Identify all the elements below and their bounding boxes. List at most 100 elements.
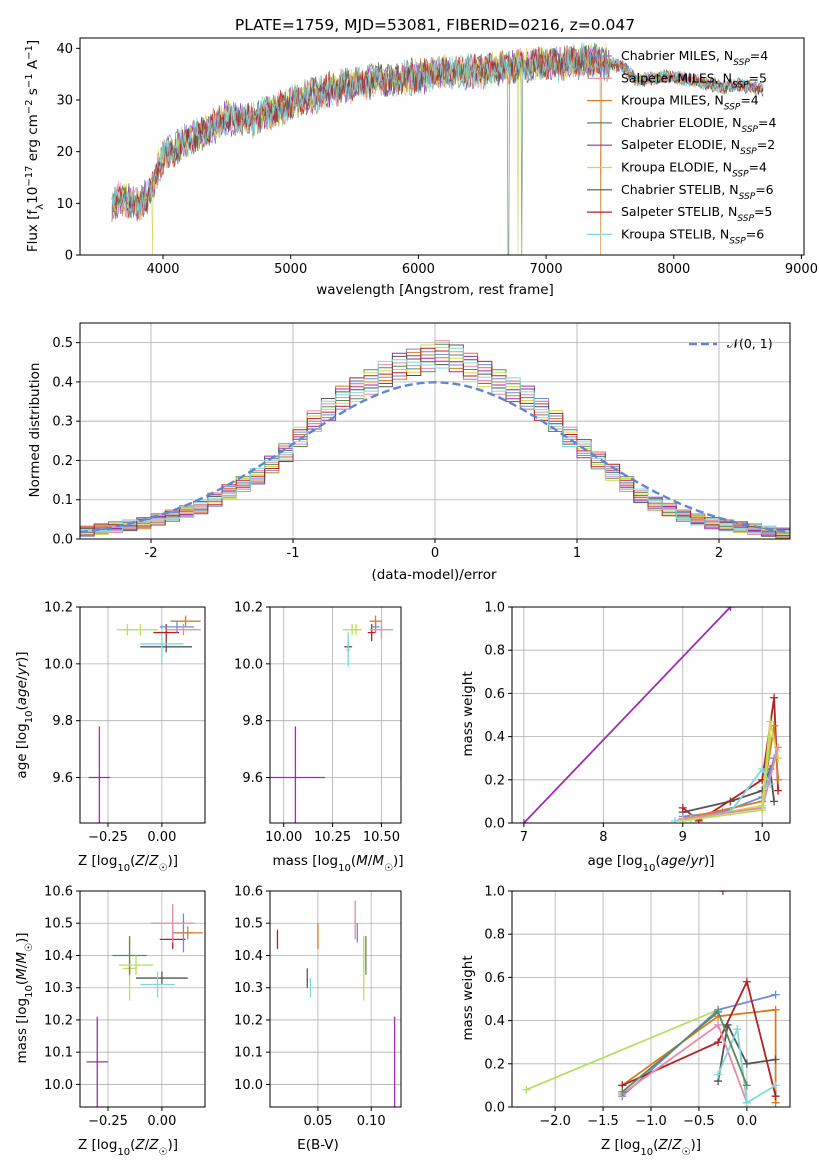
- spectrum-ytick-label-0: 0: [65, 249, 73, 264]
- residuals-ylabel: Normed distribution: [27, 363, 43, 498]
- residuals-panel: -2 -1 0 1 2 0.0 0.1 0.2 0.3 0.4 0.5 𝒩(0, 1) (data-m…: [27, 322, 791, 583]
- age-vs-mass-ytick-label-0: 9.6: [242, 771, 263, 786]
- residuals-xtick-label-3: 1: [573, 546, 581, 561]
- mass-weight-vs-Z-panel: −2.0 −1.5 −1.0 −0.5 0.0 0.0 0.2 0.4 0.6 0.8 1.0 Z …: [460, 885, 791, 1158]
- mass-weight-vs-Z-xtick-label-0: −2.0: [539, 1114, 571, 1129]
- mass-weight-vs-age-series-4-marker-3: [774, 775, 783, 784]
- age-vs-Z-ylabel: age [log10(age/yr)]: [14, 651, 35, 778]
- mass-weight-vs-age-panel: 7 8 9 10 0.0 0.2 0.4 0.6 0.8 1.0 age [log10(age/y…: [460, 601, 791, 874]
- age-vs-Z-frame: [79, 606, 206, 824]
- mass-weight-vs-Z-series-4-marker-2: [742, 977, 751, 986]
- spectrum-xtick-label-3: 7000: [530, 262, 563, 277]
- mass-vs-Z-layer: −0.25 0.00 10.0 10.1 10.2 10.3 10.4 10.5 10.6: [44, 885, 206, 1129]
- mass-weight-vs-age-layer: 7 8 9 10 0.0 0.2 0.4 0.6 0.8 1.0: [484, 601, 791, 845]
- residuals-plot-area: [80, 340, 790, 539]
- age-vs-mass-layer: 10.00 10.25 10.50 9.6 9.8 10.0 10.2: [234, 601, 402, 845]
- mass-weight-vs-Z-series-0: [526, 1008, 719, 1091]
- spectrum-ytick-label-2: 20: [56, 145, 73, 160]
- mass-vs-EBV-xtick-label-1: 0.10: [357, 1114, 386, 1129]
- spectrum-frame: [79, 37, 805, 256]
- mass-weight-vs-Z-series-7: [717, 1025, 777, 1105]
- mass-vs-Z-plot-area: [86, 903, 203, 1107]
- mass-weight-vs-Z-series-1: [721, 891, 723, 892]
- mass-weight-vs-Z-series-4-marker-1: [714, 1038, 723, 1047]
- age-vs-mass-ytick-label-3: 10.2: [234, 601, 263, 616]
- age-vs-mass-xlabel: mass [log10(M/M☉)]: [272, 853, 403, 874]
- mass-weight-vs-Z-xtick-label-2: −1.0: [635, 1114, 667, 1129]
- mass-vs-Z-frame: [79, 890, 206, 1108]
- residuals-layer: -2 -1 0 1 2 0.0 0.1 0.2 0.3 0.4 0.5 𝒩(0, 1): [52, 322, 791, 561]
- mass-weight-vs-Z-series-5: [717, 1022, 776, 1082]
- mass-weight-vs-Z-series-2-marker-2: [771, 990, 780, 999]
- mass-vs-Z-ylabel: mass [log10(M/M☉)]: [14, 932, 35, 1063]
- age-vs-mass-frame: [269, 606, 402, 824]
- mass-weight-vs-Z-series-7-marker-3: [771, 1081, 780, 1090]
- mass-vs-EBV-frame: [269, 890, 402, 1108]
- age-vs-mass-ytick-label-1: 9.8: [242, 714, 263, 729]
- mass-weight-vs-age-ytick-label-3: 0.6: [484, 687, 505, 702]
- mass-weight-vs-Z-xtick-label-3: −0.5: [683, 1114, 715, 1129]
- spectrum-series-8: [111, 42, 764, 221]
- mass-weight-vs-Z-ytick-label-0: 0.0: [484, 1101, 505, 1116]
- mass-weight-vs-age-series-6-marker-2: [758, 765, 767, 773]
- mass-weight-vs-Z-series-5-marker-2: [742, 1059, 751, 1068]
- age-vs-mass-xtick-label-0: 10.00: [265, 830, 302, 845]
- spectrum-xtick-label-4: 8000: [657, 262, 690, 277]
- mass-vs-EBV-ytick-label-1: 10.1: [234, 1046, 263, 1061]
- age-vs-mass-xtick-label-1: 10.25: [314, 830, 351, 845]
- mass-weight-vs-Z-xtick-label-1: −1.5: [587, 1114, 619, 1129]
- age-vs-Z-ytick-label-1: 9.8: [52, 714, 73, 729]
- spectrum-legend-label-5: Kroupa ELODIE, NSSP=4: [621, 160, 767, 180]
- mass-weight-vs-age-series-0-marker-1: [726, 607, 735, 611]
- age-vs-Z-xtick-label-0: −0.25: [88, 830, 128, 845]
- mass-weight-vs-age-xtick-label-3: 10: [754, 830, 771, 845]
- mass-weight-vs-age-series-2-marker-3: [770, 693, 779, 702]
- spectrum-title: PLATE=1759, MJD=53081, FIBERID=0216, z=0…: [235, 16, 635, 34]
- mass-vs-Z-panel: −0.25 0.00 10.0 10.1 10.2 10.3 10.4 10.5 10.6 Z …: [14, 885, 206, 1158]
- mass-vs-Z-xtick-label-0: −0.25: [88, 1114, 128, 1129]
- mass-vs-EBV-ytick-label-3: 10.3: [234, 981, 263, 996]
- mass-weight-vs-Z-series-3-marker-2: [771, 1005, 780, 1014]
- mass-weight-vs-Z-series-6-marker-1: [714, 1020, 723, 1029]
- age-vs-Z-plot-area: [88, 615, 201, 823]
- mass-weight-vs-Z-series-7-marker-1: [733, 1025, 742, 1034]
- mass-weight-vs-Z-series-4: [621, 979, 777, 1097]
- mass-weight-vs-age-xtick-label-2: 9: [679, 830, 687, 845]
- mass-weight-vs-age-ylabel: mass weight: [460, 671, 476, 756]
- mass-vs-EBV-panel: 0.05 0.10 10.0 10.1 10.2 10.3 10.4 10.5 10.6 E(B…: [234, 885, 402, 1153]
- residual-histogram-7: [80, 347, 790, 537]
- age-vs-Z-ytick-label-3: 10.2: [44, 601, 73, 616]
- residuals-xtick-label-2: 0: [431, 546, 439, 561]
- age-vs-Z-xtick-label-1: 0.00: [147, 830, 176, 845]
- mass-weight-vs-age-series-6-marker-3: [766, 780, 775, 789]
- mass-weight-vs-age-ytick-label-5: 1.0: [484, 601, 505, 616]
- spectrum-legend-label-4: Salpeter ELODIE, NSSP=2: [621, 137, 775, 157]
- residuals-ytick-label-4: 0.4: [52, 375, 73, 390]
- mass-weight-vs-Z-series-8-marker-0: [618, 1087, 627, 1096]
- mass-vs-EBV-layer: 0.05 0.10 10.0 10.1 10.2 10.3 10.4 10.5 10.6: [234, 885, 402, 1129]
- residuals-legend-label: 𝒩(0, 1): [727, 336, 773, 351]
- age-vs-mass-xtick-label-2: 10.50: [363, 830, 400, 845]
- spectrum-ytick-label-3: 30: [56, 94, 73, 109]
- spectrum-legend-label-3: Chabrier ELODIE, NSSP=4: [621, 115, 776, 135]
- mass-weight-vs-Z-ytick-label-2: 0.4: [484, 1014, 505, 1029]
- mass-weight-vs-Z-frame: [511, 890, 791, 1108]
- mass-weight-vs-Z-ylabel: mass weight: [460, 955, 476, 1040]
- mass-weight-vs-age-ytick-label-2: 0.4: [484, 730, 505, 745]
- age-vs-mass-ytick-label-2: 10.0: [234, 657, 263, 672]
- mass-weight-vs-Z-series-8-marker-1: [714, 1007, 723, 1016]
- age-vs-Z-ytick-label-2: 10.0: [44, 657, 73, 672]
- mass-weight-vs-age-frame: [511, 606, 791, 824]
- spectrum-xtick-label-5: 9000: [785, 262, 818, 277]
- mass-weight-vs-age-series-0: [523, 607, 732, 823]
- mass-weight-vs-Z-xlabel: Z [log10(Z/Z☉)]: [601, 1137, 701, 1158]
- spectrum-legend-label-8: Kroupa STELIB, NSSP=6: [621, 226, 764, 246]
- mass-weight-vs-Z-series-4-marker-3: [771, 1092, 780, 1101]
- mass-vs-Z-ytick-label-3: 10.3: [44, 981, 73, 996]
- mass-weight-vs-Z-ytick-label-4: 0.8: [484, 928, 505, 943]
- mass-weight-vs-age-series-8-marker-0: [678, 816, 687, 823]
- mass-weight-vs-age-xtick-label-0: 7: [520, 830, 528, 845]
- spectrum-legend-label-7: Salpeter STELIB, NSSP=5: [621, 204, 772, 224]
- mass-weight-vs-Z-series-8-marker-2: [742, 1081, 751, 1090]
- mass-vs-Z-ytick-label-6: 10.6: [44, 885, 73, 900]
